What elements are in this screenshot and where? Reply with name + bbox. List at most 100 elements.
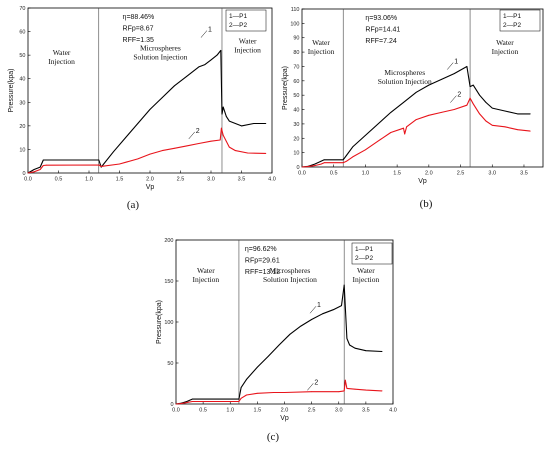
data-point-P1 — [278, 344, 280, 346]
curve-pointer — [307, 383, 314, 391]
data-point-P1 — [161, 97, 163, 98]
phase-label: Water — [496, 38, 514, 47]
y-tick-label: 40 — [19, 77, 25, 83]
data-point-P1 — [415, 91, 417, 93]
data-point-P2 — [137, 158, 139, 160]
legend-entry: 1—P1 — [229, 13, 247, 20]
data-point-P1 — [246, 379, 247, 380]
data-point-P2 — [98, 164, 100, 166]
series-line-P1 — [27, 49, 266, 174]
y-tick-label: 60 — [19, 30, 25, 36]
x-tick-label: 1.5 — [254, 408, 262, 414]
data-point-P2 — [453, 109, 455, 110]
data-point-P2 — [415, 119, 417, 120]
metric-text: RFp=29.61 — [245, 258, 280, 265]
y-tick-label: 50 — [19, 53, 25, 59]
x-axis-label: Vp — [280, 415, 289, 422]
data-point-P1 — [225, 116, 227, 117]
curve-label: 1 — [317, 302, 321, 309]
x-tick-label: 2.0 — [281, 408, 289, 414]
data-point-P1 — [403, 102, 404, 103]
data-point-P2 — [441, 112, 442, 113]
x-tick-label: 2.5 — [308, 408, 316, 414]
data-point-P1 — [186, 76, 188, 77]
data-point-P2 — [181, 403, 182, 404]
data-point-P1 — [222, 106, 224, 108]
data-point-P2 — [246, 394, 247, 396]
legend-entry: 1—P1 — [355, 246, 373, 253]
x-tick-label: 2.0 — [146, 177, 154, 183]
data-point-P2 — [235, 150, 236, 152]
data-point-P1 — [322, 313, 323, 315]
data-point-P1 — [125, 137, 126, 139]
data-point-P2 — [45, 164, 47, 166]
data-point-P2 — [222, 134, 224, 136]
data-point-P1 — [346, 155, 347, 156]
series-line-P2 — [175, 379, 383, 405]
curve-pointer — [309, 306, 317, 314]
data-point-P2 — [344, 379, 346, 381]
panel-caption: (c) — [267, 431, 280, 443]
y-tick-label: 80 — [293, 50, 299, 56]
data-point-P1 — [253, 123, 255, 124]
data-point-P1 — [45, 159, 47, 161]
data-point-P1 — [381, 351, 383, 352]
chart-panel-b: 0.0 0.5 1.0 1.5 2.0 2.5 3.0 3.5 0 10 20 30 40 50 60 70 8… — [282, 7, 544, 210]
data-point-P2 — [346, 388, 348, 389]
curve-label: 1 — [454, 59, 458, 66]
legend-entry: 2—P2 — [355, 255, 373, 262]
legend-box — [351, 242, 393, 265]
x-tick-label: 0.5 — [199, 408, 207, 414]
data-point-P1 — [352, 146, 354, 148]
data-point-P2 — [517, 129, 518, 131]
data-point-P2 — [284, 392, 285, 393]
data-point-P1 — [354, 347, 356, 349]
phase-label: Water — [239, 36, 257, 45]
y-axis-label: Pressure(kpa) — [282, 66, 289, 110]
data-point-P2 — [346, 160, 347, 162]
y-tick-label: 10 — [19, 147, 25, 153]
phase-label: Injection — [234, 45, 261, 54]
data-point-P1 — [529, 113, 531, 115]
data-point-P2 — [273, 392, 274, 393]
y-tick-label: 90 — [293, 36, 299, 42]
legend-box — [499, 9, 541, 32]
y-tick-label: 0 — [170, 402, 173, 408]
metric-text: η=93.06% — [365, 15, 397, 22]
panel-caption: (a) — [127, 199, 140, 211]
data-point-P2 — [175, 403, 177, 405]
series-line-P1 — [175, 284, 383, 405]
x-tick-label: 0.0 — [24, 177, 32, 183]
data-point-P1 — [216, 54, 218, 56]
data-point-P1 — [221, 113, 223, 115]
legend-entry: 2—P2 — [503, 22, 521, 29]
curve-pointer — [188, 131, 195, 140]
data-point-P1 — [485, 102, 487, 103]
data-point-P1 — [323, 159, 325, 161]
data-point-P1 — [472, 84, 474, 86]
y-axis-label: Pressure(kpa) — [156, 300, 163, 344]
plot-frame — [27, 7, 273, 174]
data-point-P1 — [428, 84, 430, 86]
y-tick-label: 50 — [167, 361, 173, 367]
curve-pointer — [447, 62, 454, 70]
data-point-P1 — [441, 79, 442, 80]
y-tick-label: 70 — [19, 6, 25, 12]
data-point-P2 — [354, 388, 356, 390]
x-axis-label: Vp — [146, 184, 155, 191]
data-point-P2 — [238, 401, 240, 402]
y-tick-label: 10 — [293, 151, 299, 157]
phase-label: Microspheres — [140, 43, 181, 52]
phase-label: Water — [197, 266, 215, 275]
data-point-P2 — [428, 114, 430, 116]
y-tick-label: 20 — [19, 124, 25, 130]
data-point-P1 — [314, 163, 316, 165]
phase-label: Water — [312, 38, 330, 47]
plot-frame — [175, 239, 394, 405]
data-point-P1 — [198, 66, 200, 68]
data-point-P1 — [149, 109, 151, 110]
x-axis-label: Vp — [418, 178, 427, 185]
data-point-P2 — [33, 171, 35, 173]
legend-box — [225, 9, 267, 32]
